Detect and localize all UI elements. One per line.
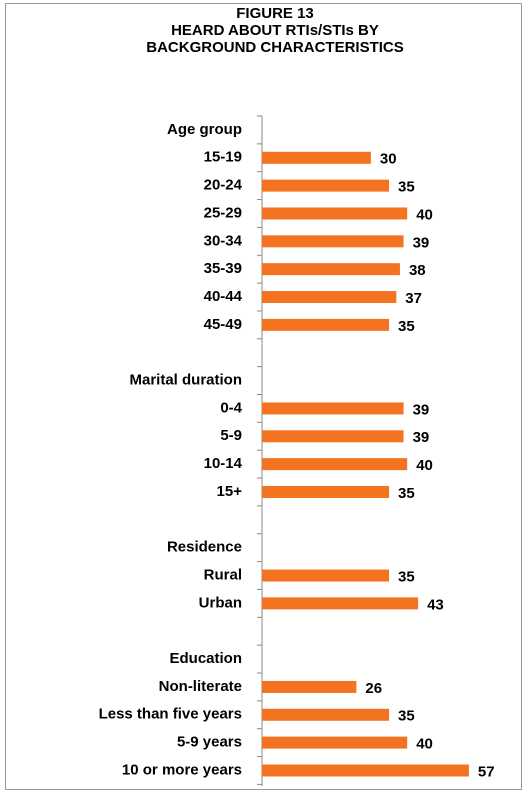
bar — [262, 458, 408, 471]
value-label: 35 — [398, 568, 415, 585]
bar — [262, 318, 390, 331]
bar — [262, 291, 397, 304]
category-label: 45-49 — [204, 316, 242, 333]
category-label: 5-9 years — [177, 734, 242, 751]
category-label: 25-29 — [204, 204, 242, 221]
value-label: 35 — [398, 708, 415, 725]
value-label: 39 — [413, 401, 430, 418]
bar — [262, 569, 390, 582]
bar — [262, 263, 400, 276]
chart-title: BACKGROUND CHARACTERISTICS — [146, 39, 404, 56]
chart-title: HEARD ABOUT RTIs/STIs BY — [171, 22, 379, 39]
bar — [262, 179, 390, 192]
value-label: 35 — [398, 179, 415, 196]
frame — [5, 3, 522, 790]
category-label: Less than five years — [99, 706, 242, 723]
value-label: 40 — [416, 736, 433, 753]
value-label: 35 — [398, 318, 415, 335]
value-label: 40 — [416, 457, 433, 474]
value-label: 43 — [427, 596, 444, 613]
value-label: 57 — [478, 763, 495, 780]
value-label: 38 — [409, 262, 426, 279]
category-label: 40-44 — [204, 288, 243, 305]
category-label: Rural — [204, 566, 242, 583]
category-label: Marital duration — [129, 372, 242, 389]
bar — [262, 736, 408, 749]
category-label: 35-39 — [204, 260, 242, 277]
category-label: 0-4 — [220, 399, 242, 416]
bar — [262, 597, 419, 610]
value-label: 26 — [365, 680, 382, 697]
bar — [262, 151, 371, 164]
category-label: Non-literate — [159, 678, 242, 695]
value-label: 40 — [416, 206, 433, 223]
category-label: 15+ — [217, 483, 243, 500]
category-label: Urban — [199, 594, 242, 611]
bar — [262, 764, 469, 777]
value-label: 39 — [413, 429, 430, 446]
category-label: Residence — [167, 539, 242, 556]
bar — [262, 680, 357, 693]
category-label: 10 or more years — [122, 761, 242, 778]
category-label: Education — [169, 650, 242, 667]
chart-title: FIGURE 13 — [236, 5, 314, 22]
category-label: 20-24 — [204, 177, 243, 194]
category-label: 15-19 — [204, 149, 242, 166]
value-label: 37 — [405, 290, 422, 307]
bar — [262, 402, 404, 415]
category-label: 30-34 — [204, 232, 243, 249]
value-label: 39 — [413, 234, 430, 251]
value-label: 35 — [398, 485, 415, 502]
bar — [262, 485, 390, 498]
category-label: 10-14 — [204, 455, 243, 472]
value-label: 30 — [380, 151, 397, 168]
category-label: Age group — [167, 121, 242, 138]
bar — [262, 207, 408, 220]
category-label: 5-9 — [220, 427, 242, 444]
bar — [262, 708, 390, 721]
bar — [262, 430, 404, 443]
bar — [262, 235, 404, 248]
